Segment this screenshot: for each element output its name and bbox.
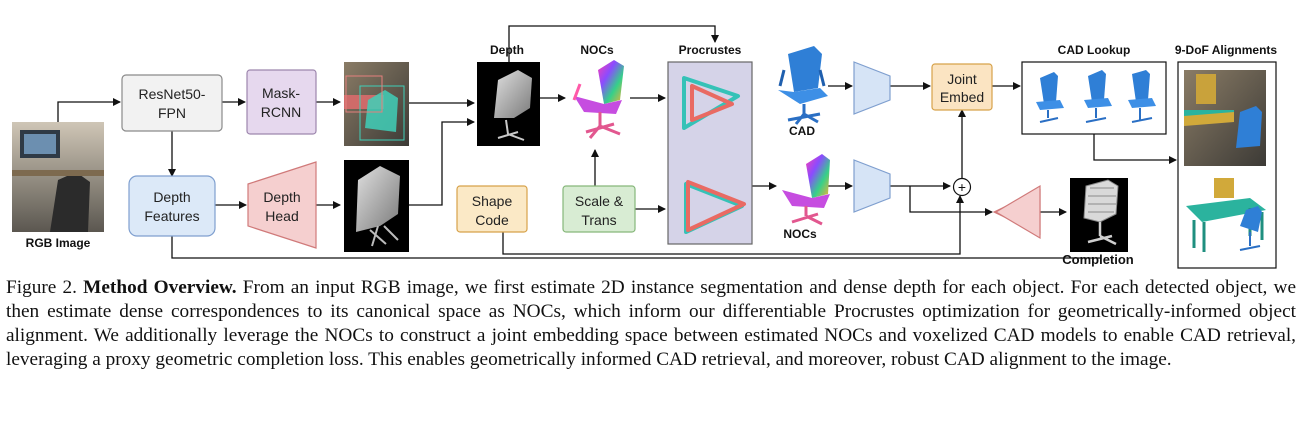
depth-head-output-image bbox=[344, 160, 409, 252]
joint-embed-label-line1: Joint bbox=[947, 71, 977, 87]
resnet-fpn-box bbox=[121, 74, 223, 132]
cad-chair-image bbox=[778, 46, 828, 125]
depth-head-label-line1: Depth bbox=[263, 189, 300, 205]
shape-code-box bbox=[456, 185, 528, 233]
resnet-label-line2: FPN bbox=[158, 105, 186, 121]
cad-lookup-block bbox=[1021, 61, 1167, 135]
cad-candidate-chair-1 bbox=[1036, 72, 1064, 123]
resnet-fpn-block: ResNet50- FPN bbox=[121, 74, 223, 132]
depth-head-label-line2: Head bbox=[265, 208, 298, 224]
procrustes-box bbox=[667, 61, 753, 245]
caption-text: From an input RGB image, we first estima… bbox=[6, 277, 1297, 370]
figure-caption: Figure 2. Method Overview. From an input… bbox=[6, 276, 1296, 372]
cad-candidate-chair-3 bbox=[1128, 70, 1156, 123]
cad-lookup-title: CAD Lookup bbox=[1058, 43, 1131, 57]
alignment-cad-scene-image bbox=[1186, 178, 1266, 252]
mask-rcnn-label-line1: Mask- bbox=[262, 85, 300, 101]
nocs-encoder-shape bbox=[853, 159, 891, 213]
figure-label: Figure 2. bbox=[6, 277, 77, 298]
joint-embed-block: Joint Embed bbox=[931, 63, 993, 111]
mask-rcnn-block: Mask- RCNN bbox=[246, 69, 317, 135]
alignments-title: 9-DoF Alignments bbox=[1175, 43, 1278, 57]
shape-code-block: Shape Code bbox=[456, 185, 528, 233]
object-depth-image bbox=[477, 62, 540, 146]
completion-label: Completion bbox=[1062, 252, 1134, 267]
procrustes-title: Procrustes bbox=[679, 43, 742, 57]
depth-head-decoder-shape bbox=[247, 161, 317, 249]
nocs-lower-label: NOCs bbox=[783, 227, 817, 241]
scale-trans-block: Scale & Trans bbox=[562, 185, 636, 233]
rgb-image-label: RGB Image bbox=[26, 236, 91, 250]
scale-trans-label-line1: Scale & bbox=[575, 193, 624, 209]
alignments-panel bbox=[1177, 61, 1277, 269]
procrustes-triangles-top bbox=[682, 76, 740, 130]
shape-code-label-line1: Shape bbox=[472, 193, 513, 209]
depth-features-label-line2: Features bbox=[144, 208, 199, 224]
nocs-chair-image bbox=[572, 60, 624, 139]
procrustes-triangles-bottom bbox=[684, 180, 746, 234]
cad-label: CAD bbox=[789, 124, 815, 138]
cad-encoder-shape bbox=[853, 61, 891, 115]
procrustes-block bbox=[667, 61, 753, 245]
depth-features-box bbox=[128, 175, 216, 237]
joint-embed-label-line2: Embed bbox=[940, 89, 984, 105]
depth-head-block: Depth Head bbox=[247, 161, 317, 249]
depth-features-block: Depth Features bbox=[128, 175, 216, 237]
sum-node: + bbox=[952, 177, 972, 197]
caption-title: Method Overview. bbox=[83, 277, 237, 298]
depth-features-label-line1: Depth bbox=[153, 189, 190, 205]
nocs-lower-chair-image bbox=[782, 154, 830, 226]
shape-code-label-line2: Code bbox=[475, 212, 509, 228]
completion-decoder-body bbox=[994, 184, 1041, 240]
mask-rcnn-box bbox=[246, 69, 317, 135]
nocs-title: NOCs bbox=[580, 43, 614, 57]
method-overview-diagram: RGB Image ResNet50- FPN Mask- RCNN Depth… bbox=[12, 25, 1278, 269]
scale-trans-box bbox=[562, 185, 636, 233]
resnet-label-line1: ResNet50- bbox=[139, 86, 206, 102]
scale-trans-label-line2: Trans bbox=[581, 212, 616, 228]
cad-candidate-chair-2 bbox=[1084, 70, 1112, 123]
depth-title: Depth bbox=[490, 43, 524, 57]
segmentation-image bbox=[344, 62, 409, 146]
plus-symbol: + bbox=[958, 179, 966, 195]
completion-voxel-image bbox=[1070, 178, 1128, 252]
alignment-overlay-image bbox=[1184, 70, 1266, 166]
joint-embed-box bbox=[931, 63, 993, 111]
rgb-image bbox=[12, 122, 104, 232]
mask-rcnn-label-line2: RCNN bbox=[261, 104, 301, 120]
